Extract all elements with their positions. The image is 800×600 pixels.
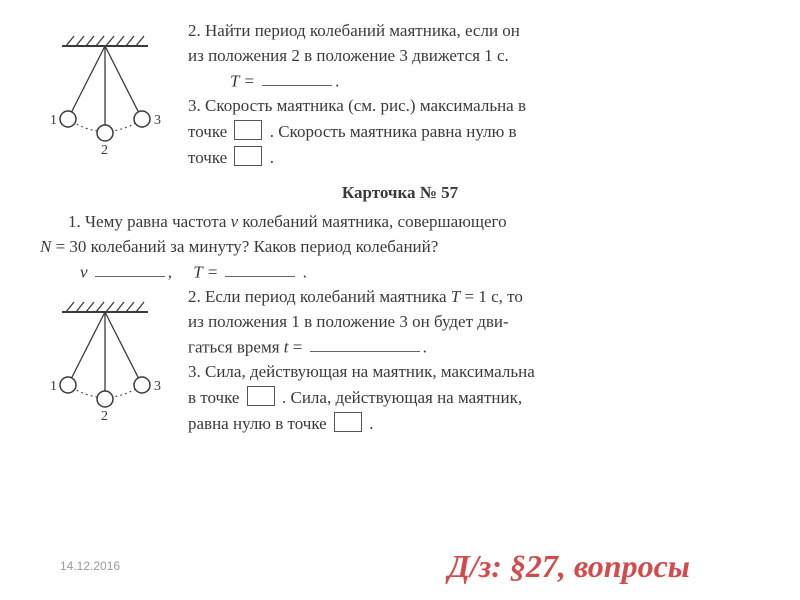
c57-q1-l1: 1. Чему равна частота ν колебаний маятни… bbox=[40, 211, 760, 234]
c56-q2-l1: 2. Найти период колебаний маятника, если… bbox=[188, 20, 760, 43]
answer-box[interactable] bbox=[234, 120, 262, 140]
pendulum-svg: 1 2 3 bbox=[40, 26, 170, 156]
c57-q1-ans-nu: ν bbox=[80, 262, 92, 281]
blank-line[interactable] bbox=[310, 336, 420, 352]
c57-q3-l1: 3. Сила, действующая на маятник, максима… bbox=[188, 361, 760, 384]
c56-q2-T-period: . bbox=[335, 71, 339, 90]
c56-q2-T: T = . bbox=[188, 70, 760, 93]
pendulum-label-3: 3 bbox=[154, 113, 161, 128]
pendulum-figure-card57: 1 2 3 bbox=[40, 286, 170, 438]
card57-text: 2. Если период колебаний маятника T = 1 … bbox=[188, 286, 760, 438]
c57-q3-l3a: равна нулю в точке bbox=[188, 414, 331, 433]
c56-q2-l2: из положения 2 в положение 3 движется 1 … bbox=[188, 45, 760, 68]
c57-q1-ans-period: . bbox=[298, 262, 307, 281]
c56-q3-l3a: точке bbox=[188, 148, 231, 167]
c57-q1-l2b: = 30 колебаний за минуту? Каков период к… bbox=[51, 237, 438, 256]
c57-q1-ans-comma: , bbox=[168, 262, 177, 281]
c57-q2-l1: 2. Если период колебаний маятника T = 1 … bbox=[188, 286, 760, 309]
c57-q1-ans-T: T = bbox=[193, 262, 222, 281]
answer-box[interactable] bbox=[234, 146, 262, 166]
c57-q2-l3: гаться время t = . bbox=[188, 336, 760, 359]
c57-q2-l1b: = 1 с, то bbox=[460, 287, 523, 306]
homework-text: Д/з: §27, вопросы bbox=[448, 545, 690, 588]
blank-line[interactable] bbox=[95, 261, 165, 277]
c56-q3-l2: точке . Скорость маятника равна нулю в bbox=[188, 120, 760, 144]
pendulum-label-3: 3 bbox=[154, 379, 161, 394]
card56-text: 2. Найти период колебаний маятника, если… bbox=[188, 20, 760, 172]
worksheet-page: 1 2 3 2. Найти период колебаний маятника… bbox=[0, 0, 800, 600]
c56-q2-T-prefix: T = bbox=[230, 71, 259, 90]
c56-q3-l3b: . bbox=[265, 148, 274, 167]
c57-q1-l1b: колебаний маятника, совершающего bbox=[238, 212, 506, 231]
c57-q2-l1a: 2. Если период колебаний маятника bbox=[188, 287, 451, 306]
c57-q1-ans: ν , T = . bbox=[40, 261, 760, 284]
c57-q3-l2a: в точке bbox=[188, 388, 244, 407]
c57-q3-l3: равна нулю в точке . bbox=[188, 412, 760, 436]
card57-block: 1 2 3 2. Если период колебаний маятника … bbox=[40, 286, 760, 438]
c56-q3-l2b: . Скорость маятника равна нулю в bbox=[265, 122, 516, 141]
c57-q1-N: N bbox=[40, 237, 51, 256]
c57-q1-l2: N = 30 колебаний за минуту? Каков период… bbox=[40, 236, 760, 259]
pendulum-label-2: 2 bbox=[101, 143, 108, 156]
c56-q3-l3: точке . bbox=[188, 146, 760, 170]
c56-q3-l2a: точке bbox=[188, 122, 231, 141]
c57-q3-l2b: . Сила, действующая на маятник, bbox=[278, 388, 522, 407]
c57-q2-T: T bbox=[451, 287, 460, 306]
answer-box[interactable] bbox=[334, 412, 362, 432]
pendulum-label-1: 1 bbox=[50, 113, 57, 128]
blank-line[interactable] bbox=[262, 70, 332, 86]
card56-block: 1 2 3 2. Найти период колебаний маятника… bbox=[40, 20, 760, 172]
pendulum-svg: 1 2 3 bbox=[40, 292, 170, 422]
c57-q3-l2: в точке . Сила, действующая на маятник, bbox=[188, 386, 760, 410]
card57-title: Карточка № 57 bbox=[40, 182, 760, 205]
pendulum-label-2: 2 bbox=[101, 409, 108, 422]
footer-date: 14.12.2016 bbox=[60, 558, 120, 574]
blank-line[interactable] bbox=[225, 261, 295, 277]
pendulum-label-1: 1 bbox=[50, 379, 57, 394]
pendulum-figure-card56: 1 2 3 bbox=[40, 20, 170, 172]
c57-q2-l3b: = bbox=[289, 337, 307, 356]
c57-q2-l3a: гаться время bbox=[188, 337, 284, 356]
c56-q3-l1: 3. Скорость маятника (см. рис.) максимал… bbox=[188, 95, 760, 118]
answer-box[interactable] bbox=[247, 386, 275, 406]
c57-q2-l2: из положения 1 в положение 3 он будет дв… bbox=[188, 311, 760, 334]
c57-q3-l3b: . bbox=[365, 414, 374, 433]
c57-q2-l3c: . bbox=[423, 337, 427, 356]
c57-q1-l1a: 1. Чему равна частота bbox=[68, 212, 231, 231]
